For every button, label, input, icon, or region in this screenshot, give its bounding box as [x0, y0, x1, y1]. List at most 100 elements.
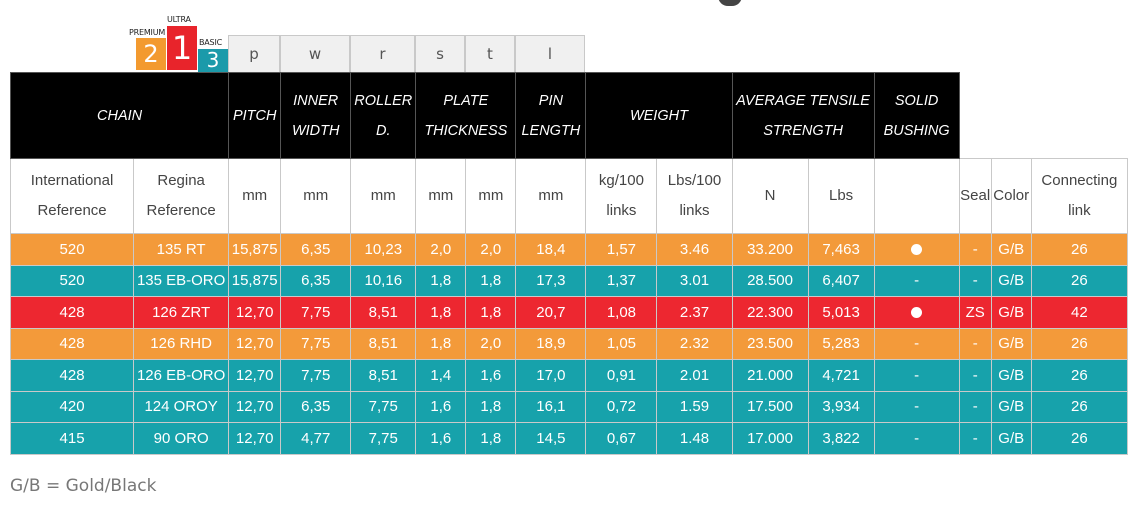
cell-kg: 1,37: [585, 264, 658, 297]
cell-link: 26: [1030, 264, 1129, 297]
header-pin-length: PIN LENGTH: [515, 72, 587, 159]
decorative-knob: [718, 0, 742, 6]
cell-s: 1,8: [415, 296, 467, 329]
cell-pitch: 12,70: [228, 390, 282, 423]
bullet-dot-icon: [911, 244, 923, 256]
cell-color: G/B: [990, 296, 1032, 329]
cell-roller: 8,51: [350, 359, 417, 392]
cell-roller: 8,51: [350, 327, 417, 360]
cell-lbs_t: 3,934: [807, 390, 875, 423]
cell-lbs: 3.01: [656, 264, 733, 297]
units-row: International Reference Regina Reference…: [9, 158, 1129, 234]
unit-plate-t: mm: [465, 158, 517, 234]
table-row: 520 135 EB-ORO 15,875 6,35 10,16 1,8 1,8 17,3 1,…: [9, 264, 1129, 297]
cell-lbs: 1.59: [656, 390, 733, 423]
cell-width: 7,75: [280, 359, 352, 392]
cell-intl: 415: [9, 422, 135, 455]
cell-roller: 8,51: [350, 296, 417, 329]
cell-roller: 10,16: [350, 264, 417, 297]
unit-intl-ref: International Reference: [9, 158, 135, 234]
cell-t: 1,8: [465, 390, 517, 423]
cell-n: 17.500: [731, 390, 809, 423]
cell-s: 1,6: [415, 390, 467, 423]
header-plate-thickness: PLATE THICKNESS: [415, 72, 517, 159]
badge-premium: 2: [136, 38, 166, 70]
cell-lbs_t: 3,822: [807, 422, 875, 455]
cell-lbs: 2.01: [656, 359, 733, 392]
cell-intl: 428: [9, 296, 135, 329]
cell-intl: 520: [9, 233, 135, 266]
cell-color: G/B: [990, 359, 1032, 392]
cell-intl: 428: [9, 359, 135, 392]
cell-pitch: 12,70: [228, 327, 282, 360]
cell-kg: 1,05: [585, 327, 658, 360]
cell-seal: ZS: [958, 296, 992, 329]
table-row: 420 124 OROY 12,70 6,35 7,75 1,6 1,8 16,1 0,72 1.…: [9, 390, 1129, 423]
symbol-s: s: [415, 35, 465, 72]
cell-seal: -: [958, 233, 992, 266]
table-row: 428 126 RHD 12,70 7,75 8,51 1,8 2,0 18,9 1,05 2.3…: [9, 327, 1129, 360]
cell-pin: 18,4: [515, 233, 587, 266]
cell-link: 26: [1030, 422, 1129, 455]
unit-plate-s: mm: [415, 158, 467, 234]
cell-color: G/B: [990, 327, 1032, 360]
badge-label-basic: BASIC: [199, 38, 222, 47]
cell-roller: 7,75: [350, 390, 417, 423]
cell-pin: 14,5: [515, 422, 587, 455]
cell-width: 6,35: [280, 390, 352, 423]
cell-regina: 90 ORO: [133, 422, 230, 455]
unit-roller: mm: [350, 158, 417, 234]
unit-width: mm: [280, 158, 352, 234]
header-pitch: PITCH: [228, 72, 282, 159]
cell-t: 2,0: [465, 327, 517, 360]
unit-lbs-tensile: Lbs: [807, 158, 875, 234]
badge-label-ultra: ULTRA: [167, 15, 191, 24]
cell-lbs_t: 7,463: [807, 233, 875, 266]
cell-kg: 0,72: [585, 390, 658, 423]
cell-regina: 124 OROY: [133, 390, 230, 423]
cell-bushing: -: [873, 422, 960, 455]
header-blank: [959, 72, 1128, 159]
header-row: CHAIN PITCH INNER WIDTH ROLLER D. PLATE …: [9, 72, 1128, 159]
cell-bushing: [873, 233, 960, 266]
cell-color: G/B: [990, 264, 1032, 297]
cell-t: 1,8: [465, 422, 517, 455]
symbol-r: r: [350, 35, 415, 72]
cell-seal: -: [958, 390, 992, 423]
cell-bushing: -: [873, 359, 960, 392]
cell-bushing: -: [873, 264, 960, 297]
cell-width: 6,35: [280, 233, 352, 266]
cell-regina: 135 EB-ORO: [133, 264, 230, 297]
cell-intl: 428: [9, 327, 135, 360]
cell-t: 1,8: [465, 296, 517, 329]
cell-width: 6,35: [280, 264, 352, 297]
cell-link: 26: [1030, 390, 1129, 423]
cell-t: 1,8: [465, 264, 517, 297]
cell-pin: 18,9: [515, 327, 587, 360]
unit-seal: Seal: [958, 158, 992, 234]
unit-color: Color: [990, 158, 1032, 234]
badge-ultra: 1: [167, 26, 197, 70]
cell-lbs_t: 6,407: [807, 264, 875, 297]
cell-regina: 135 RT: [133, 233, 230, 266]
cell-pin: 17,0: [515, 359, 587, 392]
header-inner-width: INNER WIDTH: [280, 72, 352, 159]
cell-lbs_t: 5,283: [807, 327, 875, 360]
symbol-l: l: [515, 35, 585, 72]
cell-color: G/B: [990, 422, 1032, 455]
cell-link: 26: [1030, 233, 1129, 266]
cell-t: 2,0: [465, 233, 517, 266]
header-chain: CHAIN: [9, 72, 230, 159]
footnote: G/B = Gold/Black: [10, 476, 157, 496]
table-row: 520 135 RT 15,875 6,35 10,23 2,0 2,0 18,4 1,57 3.…: [9, 233, 1129, 266]
badge-basic: 3: [198, 49, 228, 72]
cell-lbs: 1.48: [656, 422, 733, 455]
unit-bushing: [873, 158, 960, 234]
header-solid-bushing: SOLID BUSHING: [873, 72, 960, 159]
bullet-dot-icon: [911, 307, 923, 319]
header-roller: ROLLER D.: [350, 72, 417, 159]
cell-pitch: 12,70: [228, 422, 282, 455]
chain-spec-table: CHAIN PITCH INNER WIDTH ROLLER D. PLATE …: [9, 72, 1129, 455]
unit-connecting-link: Connecting link: [1030, 158, 1129, 234]
cell-n: 22.300: [731, 296, 809, 329]
